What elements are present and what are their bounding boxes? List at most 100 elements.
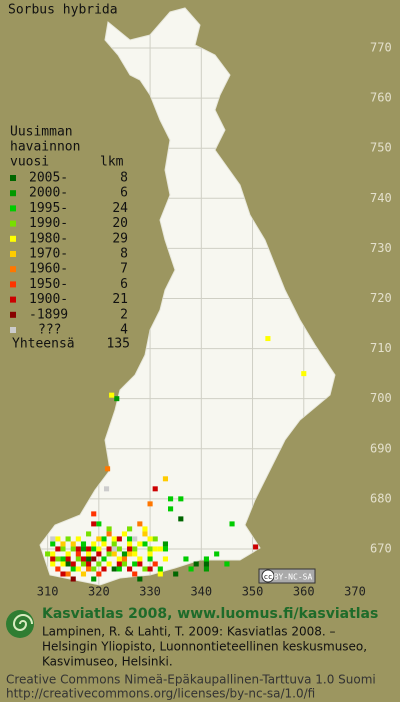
legend-count: 20 (112, 216, 128, 231)
y-tick-label: 680 (370, 491, 392, 505)
legend-title: vuosi (10, 155, 49, 170)
legend-count: 29 (112, 231, 128, 246)
occurrence-cell (132, 571, 138, 577)
legend-label: -1899 (29, 307, 68, 322)
license: http://creativecommons.org/licenses/by-n… (6, 687, 315, 701)
legend: 2005- 8 2000- 6 1995- 24 1990- 20 1980- 29 1970- 8 1… (10, 171, 128, 338)
occurrence-cell (86, 566, 92, 572)
occurrence-cell (50, 561, 56, 567)
occurrence-cell (137, 521, 143, 527)
badge-icon (261, 569, 275, 583)
x-tick-label: 330 (139, 585, 161, 599)
occurrence-cell (152, 546, 158, 552)
occurrence-cell (111, 546, 117, 552)
occurrence-cell (301, 371, 307, 377)
occurrence-cell (106, 561, 112, 567)
occurrence-cell (137, 541, 143, 547)
y-tick-label: 730 (370, 241, 392, 255)
occurrence-cell (152, 536, 158, 542)
legend-label: 1900- (29, 292, 68, 307)
occurrence-cell (178, 496, 184, 502)
occurrence-cell (132, 546, 138, 552)
occurrence-cell (214, 551, 220, 557)
occurrence-cell (137, 556, 143, 562)
occurrence-cell (86, 561, 92, 567)
occurrence-cell (147, 556, 153, 562)
occurrence-cell (91, 521, 97, 527)
occurrence-cell (109, 392, 115, 398)
y-tick-label: 700 (370, 391, 392, 405)
occurrence-cell (91, 541, 97, 547)
badge-cc: cc (264, 573, 272, 581)
occurrence-cell (106, 526, 112, 532)
occurrence-cell (80, 561, 87, 567)
license-badge: cc BY-NC-SA (258, 568, 316, 584)
legend-swatch (10, 251, 16, 257)
occurrence-cell (70, 541, 76, 547)
occurrence-cell (168, 496, 174, 502)
occurrence-cell (111, 536, 117, 542)
y-tick-label: 760 (370, 91, 392, 105)
occurrence-cell (229, 521, 235, 527)
occurrence-cell (101, 566, 107, 572)
occurrence-cell (142, 531, 148, 537)
badge-text: BY-NC-SA (274, 573, 313, 582)
occurrence-cell (60, 541, 66, 547)
occurrence-cell (116, 566, 122, 572)
occurrence-cell (111, 541, 117, 547)
legend-swatch (10, 266, 16, 273)
occurrence-cell (111, 551, 117, 557)
occurrence-cell (55, 556, 61, 562)
occurrence-cell (65, 551, 71, 557)
occurrence-cell (132, 551, 138, 557)
occurrence-cell (142, 566, 148, 572)
legend-swatch (10, 205, 16, 212)
x-tick-label: 360 (293, 585, 315, 599)
occurrence-cell (70, 566, 76, 572)
occurrence-cell (157, 546, 163, 552)
occurrence-cell (75, 546, 81, 552)
legend-label: ??? (38, 323, 61, 338)
occurrence-cell (121, 531, 128, 537)
legend-label: 1995- (29, 201, 68, 216)
total-label: Yhteensä (12, 337, 75, 352)
total: 135 (107, 337, 130, 352)
legend-count: 7 (120, 262, 128, 277)
legend-count: 8 (120, 247, 128, 262)
y-tick-label: 720 (370, 291, 392, 305)
occurrence-cell (224, 561, 230, 567)
legend-label: 1990- (29, 216, 68, 231)
y-tick-label: 690 (370, 441, 392, 455)
y-tick-label: 740 (370, 191, 392, 205)
legend-label: 1970- (29, 247, 68, 262)
occurrence-cell (253, 544, 259, 550)
occurrence-cell (116, 546, 122, 552)
occurrence-cell (183, 556, 189, 562)
x-tick-label: 340 (190, 585, 212, 599)
occurrence-cell (65, 571, 71, 577)
occurrence-cell (203, 556, 209, 562)
occurrence-cell (127, 566, 133, 572)
occurrence-cell (104, 466, 111, 472)
legend-swatch (10, 311, 16, 318)
occurrence-cell (96, 536, 102, 542)
occurrence-cell (91, 576, 97, 582)
occurrence-cell (96, 561, 102, 567)
occurrence-cell (55, 566, 61, 572)
title: Sorbus hybrida (8, 3, 118, 18)
occurrence-cell (114, 396, 120, 402)
occurrence-cell (173, 571, 179, 577)
occurrence-cell (188, 566, 194, 572)
occurrence-cell (80, 571, 87, 577)
occurrence-cell (137, 561, 143, 567)
occurrence-cell (60, 556, 66, 562)
legend-label: 2000- (29, 186, 68, 201)
occurrence-cell (70, 561, 76, 567)
occurrence-cell (132, 561, 138, 567)
x-tick-label: 350 (242, 585, 264, 599)
occurrence-cell (86, 546, 92, 552)
occurrence-cell (65, 561, 71, 567)
legend-count: 8 (120, 171, 128, 186)
occurrence-cell (162, 546, 169, 552)
